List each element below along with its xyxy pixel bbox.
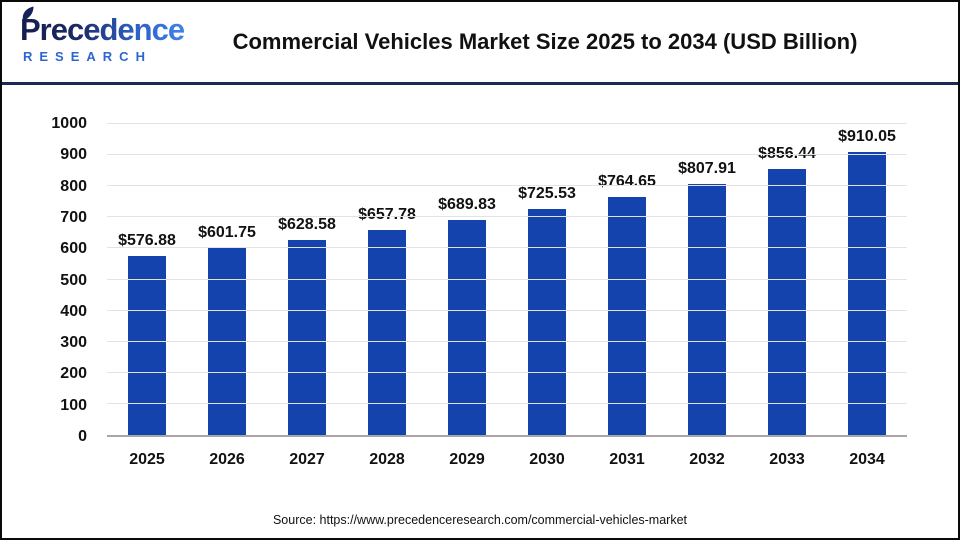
- chart-area: 0 100 200 300 400 500 600 700 800 900 1000 $576.88…: [2, 85, 958, 492]
- gridline: [107, 247, 907, 249]
- bar-value-label: $689.83: [438, 196, 496, 214]
- x-axis-labels: 2025 2026 2027 2028 2029 2030 2031 2032 2033 2034: [107, 451, 907, 469]
- y-tick-label: 300: [60, 334, 87, 352]
- gridline: [107, 340, 907, 342]
- y-tick-label: 900: [60, 146, 87, 164]
- gridline: [107, 309, 907, 311]
- x-tick-label: 2025: [129, 451, 165, 468]
- gridline: [107, 371, 907, 373]
- x-tick-label: 2034: [849, 451, 885, 468]
- bar-group: $657.78: [347, 124, 427, 435]
- bar-value-label: $807.91: [678, 159, 736, 177]
- gridline: [107, 402, 907, 404]
- header: Precedence RESEARCH Commercial Vehicles …: [2, 2, 958, 85]
- y-tick-label: 600: [60, 240, 87, 258]
- bar-group: $725.53: [507, 124, 587, 435]
- gridline: [107, 216, 907, 218]
- bar: [448, 220, 486, 435]
- y-tick-label: 800: [60, 177, 87, 195]
- brand-subtitle: RESEARCH: [23, 49, 152, 64]
- gridline: [107, 185, 907, 187]
- leaf-icon: [22, 6, 34, 21]
- y-tick-label: 500: [60, 271, 87, 289]
- bar-group: $628.58: [267, 124, 347, 435]
- y-tick-label: 100: [60, 396, 87, 414]
- bar: [128, 255, 166, 435]
- x-tick-label: 2030: [529, 451, 565, 468]
- bar-group: $807.91: [667, 124, 747, 435]
- bar-group: $601.75: [187, 124, 267, 435]
- bar: [768, 168, 806, 435]
- gridline: [107, 123, 907, 124]
- bar: [848, 151, 886, 435]
- gridline: [107, 154, 907, 156]
- bar-group: $689.83: [427, 124, 507, 435]
- y-tick-label: 700: [60, 208, 87, 226]
- x-tick-label: 2027: [289, 451, 325, 468]
- bar-value-label: $576.88: [118, 231, 176, 249]
- y-tick-label: 400: [60, 302, 87, 320]
- brand-logo: Precedence RESEARCH: [20, 6, 184, 64]
- x-tick-label: 2031: [609, 451, 645, 468]
- bar-value-label: $764.65: [598, 173, 656, 191]
- bar-value-label: $601.75: [198, 223, 256, 241]
- x-tick-label: 2028: [369, 451, 405, 468]
- bar: [368, 230, 406, 435]
- bar-group: $910.05: [827, 124, 907, 435]
- bar: [288, 239, 326, 435]
- y-tick-label: 1000: [51, 115, 87, 132]
- plot-area: $576.88 $601.75 $628.58 $657.78 $689.83 $725.…: [107, 123, 907, 437]
- x-tick-label: 2032: [689, 451, 725, 468]
- y-tick-label: 0: [78, 428, 87, 445]
- x-tick-label: 2026: [209, 451, 245, 468]
- bar-value-label: $657.78: [358, 206, 416, 224]
- chart-title: Commercial Vehicles Market Size 2025 to …: [232, 29, 858, 54]
- gridline: [107, 278, 907, 280]
- y-axis-labels: 0 100 200 300 400 500 600 700 800 900 1000: [2, 115, 97, 445]
- bar: [528, 209, 566, 435]
- bar-group: $764.65: [587, 124, 667, 435]
- bar-value-label: $910.05: [838, 127, 896, 145]
- y-tick-label: 200: [60, 365, 87, 383]
- bar-value-label: $856.44: [758, 144, 816, 162]
- bar: [608, 197, 646, 435]
- x-tick-label: 2029: [449, 451, 485, 468]
- bar-group: $576.88: [107, 124, 187, 435]
- source-citation: Source: https://www.precedenceresearch.c…: [272, 513, 688, 527]
- brand-name: Precedence: [20, 6, 184, 45]
- bar-value-label: $628.58: [278, 215, 336, 233]
- bar-group: $856.44: [747, 124, 827, 435]
- bar-series: $576.88 $601.75 $628.58 $657.78 $689.83 $725.…: [107, 124, 907, 435]
- bar: [688, 183, 726, 435]
- x-tick-label: 2033: [769, 451, 805, 468]
- bar-value-label: $725.53: [518, 185, 576, 203]
